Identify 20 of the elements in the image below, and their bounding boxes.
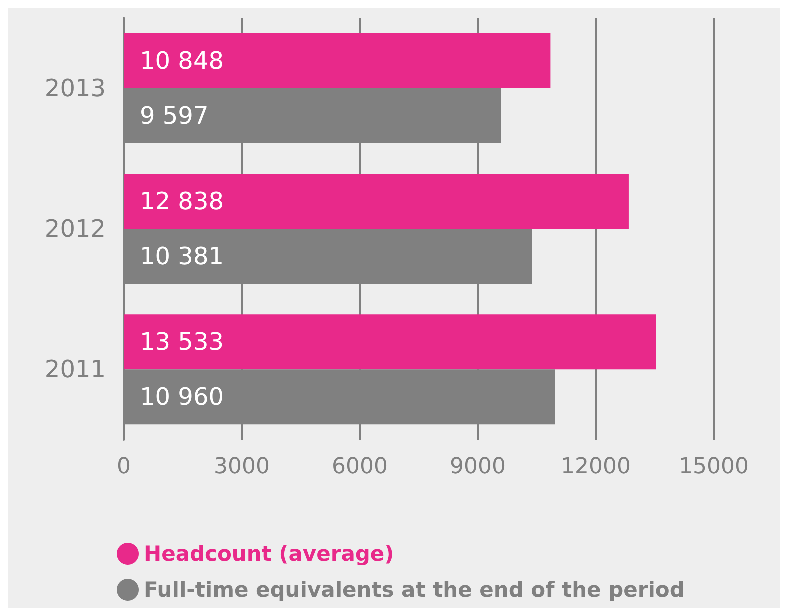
data-label: 13 533 <box>140 328 224 356</box>
legend-label: Headcount (average) <box>144 542 394 566</box>
data-label: 10 381 <box>140 242 224 270</box>
data-label: 10 960 <box>140 383 224 412</box>
bar <box>124 33 551 88</box>
bar <box>124 174 629 229</box>
bar <box>124 314 656 370</box>
data-label: 9 597 <box>140 102 209 130</box>
x-tick-label: 0 <box>117 454 131 480</box>
x-tick-label: 12000 <box>561 454 631 480</box>
x-tick-label: 9000 <box>450 454 506 480</box>
data-label: 12 838 <box>140 188 224 216</box>
y-tick-label: 2012 <box>44 215 106 243</box>
y-tick-label: 2011 <box>44 356 106 384</box>
data-label: 10 848 <box>140 46 224 75</box>
x-tick-label: 6000 <box>332 454 388 480</box>
y-tick-label: 2013 <box>44 74 106 102</box>
legend-label: Full-time equivalents at the end of the period <box>144 578 685 602</box>
x-tick-label: 3000 <box>214 454 270 480</box>
x-tick-label: 15000 <box>679 454 749 480</box>
